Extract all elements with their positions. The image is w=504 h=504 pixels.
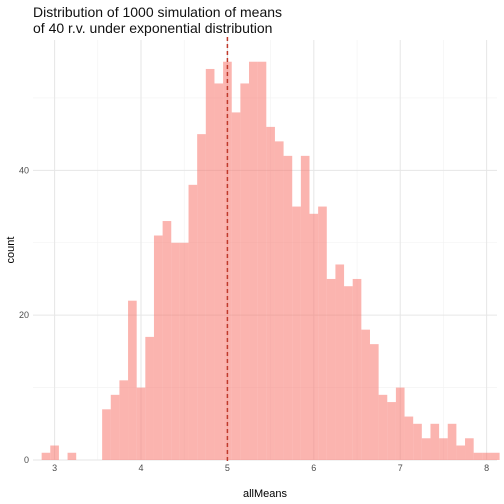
histogram-bar — [205, 68, 215, 460]
histogram-bar — [119, 380, 129, 460]
histogram-bar — [404, 416, 414, 460]
histogram-bar — [266, 126, 275, 461]
histogram-bar — [257, 61, 267, 461]
histogram-bar — [153, 235, 163, 460]
histogram-bar — [136, 387, 146, 460]
histogram-bar — [188, 184, 198, 461]
histogram-bar — [318, 206, 327, 460]
bar-layer — [41, 61, 500, 461]
histogram-bar — [447, 423, 457, 460]
y-axis-label: count — [5, 237, 17, 264]
histogram-bar — [395, 387, 405, 460]
x-tick-label: 7 — [398, 463, 403, 473]
y-tick-label: 0 — [24, 455, 29, 465]
histogram-bar — [439, 438, 448, 460]
histogram-bar — [430, 423, 440, 460]
histogram-bar — [197, 134, 206, 460]
histogram-bar — [490, 452, 500, 460]
histogram-bar — [456, 445, 466, 460]
histogram-bar — [145, 336, 154, 460]
histogram-bar — [223, 61, 232, 461]
histogram-bar — [465, 438, 474, 460]
histogram-bar — [240, 83, 250, 460]
histogram-bar — [67, 452, 77, 460]
histogram-bar — [473, 452, 483, 460]
histogram-bar — [231, 112, 241, 461]
histogram-bar — [292, 206, 301, 460]
x-tick-label: 5 — [225, 463, 230, 473]
histogram-bar — [300, 155, 310, 461]
x-tick-label: 8 — [484, 463, 489, 473]
histogram-bar — [361, 329, 370, 460]
histogram-bar — [309, 213, 319, 460]
histogram-bar — [326, 278, 336, 460]
histogram-bar — [335, 264, 345, 460]
histogram-bar — [283, 155, 293, 461]
histogram-bar — [214, 83, 224, 460]
histogram-bar — [171, 242, 180, 460]
histogram-bar — [41, 452, 51, 460]
x-tick-label: 6 — [311, 463, 316, 473]
histogram-bar — [378, 394, 388, 460]
x-tick-label: 3 — [52, 463, 57, 473]
x-axis-label: allMeans — [243, 488, 288, 500]
histogram-bar — [179, 242, 189, 460]
chart-title: Distribution of 1000 simulation of means… — [33, 4, 283, 36]
tick-layer: 3 4 5 6 7 8 0 20 40 — [19, 165, 489, 473]
histogram-bar — [128, 300, 137, 460]
histogram-bar — [102, 409, 111, 460]
histogram-bar — [387, 402, 396, 460]
histogram-bar — [482, 452, 491, 460]
y-tick-label: 40 — [19, 165, 29, 175]
histogram-bar — [274, 141, 284, 460]
y-tick-label: 20 — [19, 310, 29, 320]
histogram-bar — [421, 438, 431, 460]
x-tick-label: 4 — [138, 463, 143, 473]
histogram-bar — [369, 344, 379, 460]
histogram-bar — [110, 394, 120, 460]
histogram-bar — [50, 445, 59, 460]
histogram-bar — [344, 286, 353, 460]
histogram-bar — [352, 278, 362, 460]
histogram-bar — [413, 423, 422, 460]
histogram-bar — [249, 61, 258, 461]
histogram-bar — [162, 221, 172, 460]
